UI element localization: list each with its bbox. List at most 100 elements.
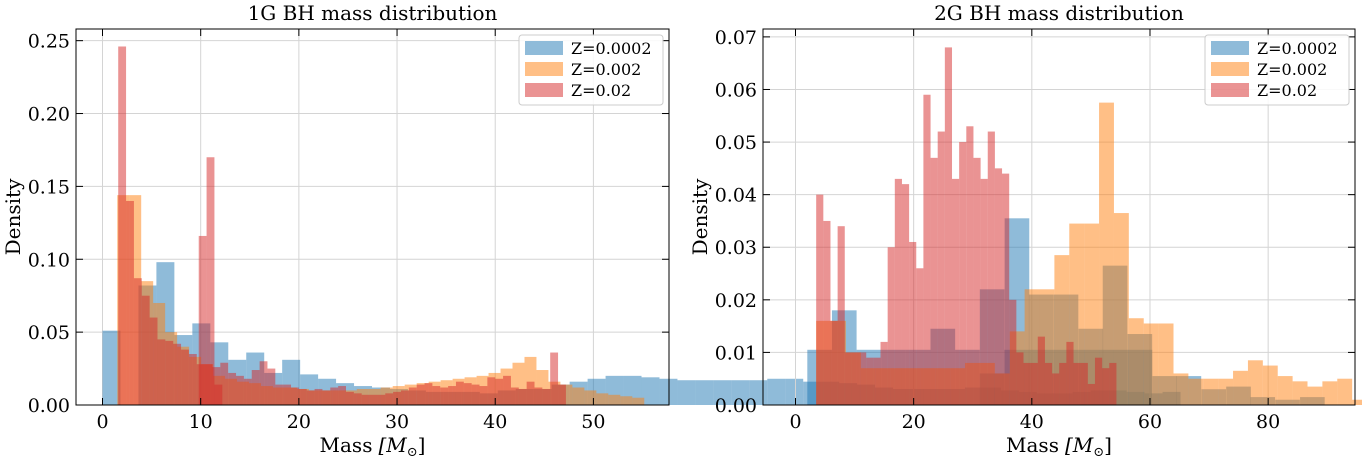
bar bbox=[243, 378, 252, 405]
bar bbox=[220, 362, 229, 405]
bar bbox=[731, 380, 750, 405]
bar bbox=[1233, 370, 1248, 405]
bar bbox=[251, 370, 260, 405]
bar bbox=[165, 340, 174, 405]
bar bbox=[558, 384, 566, 405]
bar bbox=[228, 372, 237, 405]
bar bbox=[1277, 376, 1293, 405]
bar bbox=[620, 396, 633, 405]
bar bbox=[873, 357, 881, 405]
bar bbox=[487, 377, 496, 405]
y-tick-label: 0.05 bbox=[28, 322, 70, 344]
x-tick-label: 50 bbox=[581, 411, 605, 433]
bar bbox=[923, 94, 931, 406]
bar bbox=[1080, 362, 1088, 405]
bar bbox=[1016, 352, 1024, 405]
bar bbox=[542, 388, 551, 405]
bar bbox=[385, 393, 394, 405]
bar bbox=[1059, 362, 1067, 405]
bar bbox=[560, 384, 573, 405]
bar bbox=[866, 357, 874, 405]
bar bbox=[314, 388, 323, 405]
legend-swatch bbox=[525, 83, 563, 97]
bar bbox=[1052, 373, 1060, 405]
x-axis-label-unit-sub: ⊙ bbox=[407, 445, 418, 460]
bar bbox=[400, 390, 409, 405]
bar bbox=[536, 370, 549, 405]
bar bbox=[1073, 362, 1081, 405]
bar bbox=[1352, 399, 1362, 405]
bar bbox=[994, 168, 1003, 405]
bar bbox=[823, 220, 831, 405]
bar bbox=[214, 384, 223, 405]
bar bbox=[1087, 383, 1095, 405]
bar bbox=[816, 194, 824, 405]
x-tick-label: 20 bbox=[287, 411, 311, 433]
bar bbox=[677, 380, 696, 405]
y-tick-label: 0.10 bbox=[28, 249, 70, 271]
legend-label: Z=0.02 bbox=[1257, 81, 1317, 100]
bar bbox=[369, 394, 378, 405]
x-axis-label-unit-sub: ⊙ bbox=[1093, 445, 1104, 460]
bar bbox=[584, 390, 597, 405]
x-axis-label: Mass [M⊙] bbox=[320, 433, 426, 460]
bar bbox=[1009, 299, 1017, 405]
ticks bbox=[76, 29, 669, 406]
x-tick-label: 0 bbox=[789, 411, 801, 433]
bar bbox=[298, 388, 307, 405]
bar bbox=[181, 349, 189, 405]
bar bbox=[330, 387, 339, 405]
bar bbox=[1247, 360, 1263, 405]
legend-swatch bbox=[1211, 41, 1249, 55]
bar bbox=[1218, 378, 1234, 405]
x-axis-label-unit: [M bbox=[1065, 433, 1094, 457]
y-tick-label: 0.00 bbox=[28, 395, 70, 417]
bar bbox=[534, 387, 543, 405]
plot-frame bbox=[75, 28, 670, 406]
bar bbox=[259, 361, 268, 405]
bar bbox=[236, 375, 244, 405]
y-tick-label: 0.04 bbox=[715, 185, 757, 207]
y-axis-label: Density bbox=[688, 178, 712, 255]
bar bbox=[524, 356, 537, 405]
y-tick-label: 0.07 bbox=[715, 27, 757, 49]
bar bbox=[1322, 381, 1338, 405]
x-tick-label: 30 bbox=[385, 411, 409, 433]
bar bbox=[479, 386, 488, 405]
chart-title: 1G BH mass distribution bbox=[248, 1, 498, 25]
bar bbox=[966, 126, 974, 405]
y-tick-label: 0.15 bbox=[28, 176, 70, 198]
bar bbox=[526, 381, 535, 405]
y-axis-label: Density bbox=[1, 178, 25, 255]
bar bbox=[495, 378, 504, 405]
x-axis-label-text: Mass bbox=[1006, 433, 1059, 457]
bar bbox=[141, 295, 150, 405]
bar bbox=[944, 47, 953, 406]
y-tick-label: 0.01 bbox=[715, 342, 757, 364]
bar bbox=[844, 352, 852, 405]
x-tick-label: 40 bbox=[483, 411, 507, 433]
bar bbox=[149, 317, 158, 405]
bar bbox=[1262, 365, 1278, 405]
x-tick-label: 40 bbox=[1020, 411, 1044, 433]
bar bbox=[973, 157, 981, 405]
bar bbox=[1066, 341, 1074, 405]
chart-2g: 0 20 40 60 80 0.00 0.01 0.02 0.03 0.04 0.05 0.06 0.0… bbox=[688, 1, 1362, 460]
series-Z=0.02 bbox=[118, 46, 566, 405]
legend-swatch bbox=[1211, 62, 1249, 76]
bar bbox=[1044, 362, 1053, 405]
bar bbox=[1113, 213, 1129, 405]
bar bbox=[440, 387, 449, 405]
bar bbox=[1023, 362, 1031, 405]
x-tick-label: 0 bbox=[96, 411, 108, 433]
bar bbox=[432, 386, 441, 405]
bar bbox=[851, 352, 860, 405]
x-tick-label: 10 bbox=[189, 411, 213, 433]
bar bbox=[133, 278, 142, 405]
bar bbox=[126, 200, 134, 405]
bar bbox=[275, 384, 284, 405]
chart-title: 2G BH mass distribution bbox=[934, 1, 1184, 25]
bar bbox=[463, 383, 472, 405]
bar bbox=[267, 368, 276, 405]
